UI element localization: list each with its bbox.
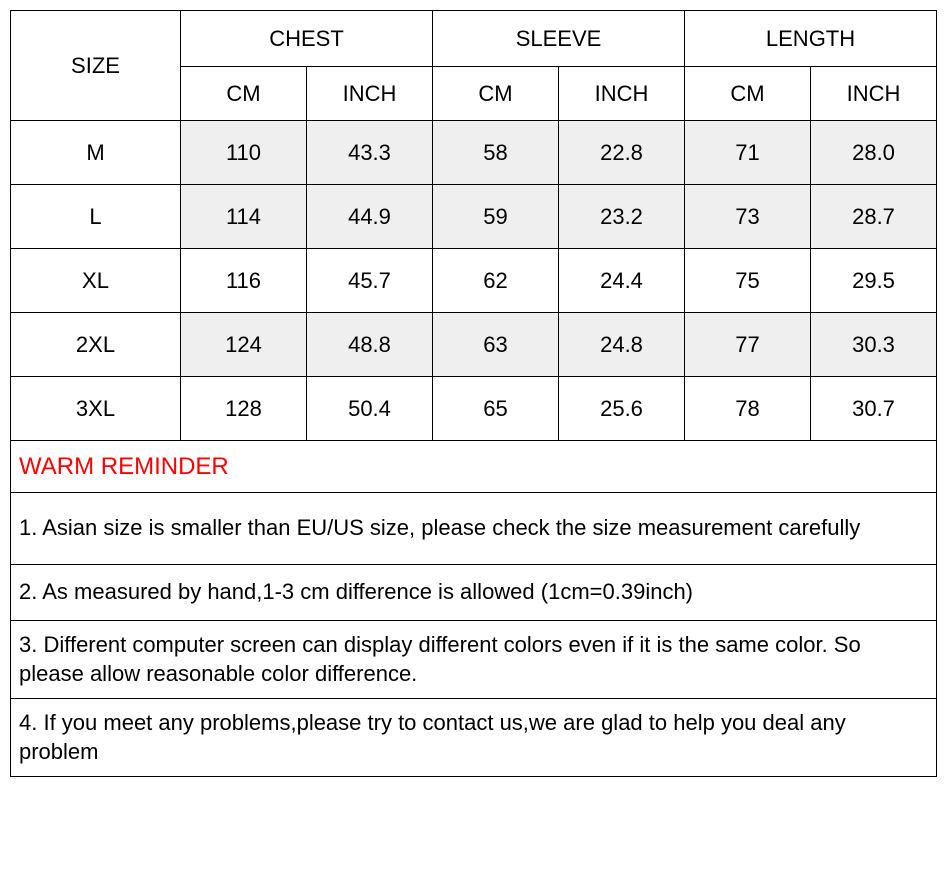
cell-size: 2XL <box>11 313 181 377</box>
cell-value: 30.3 <box>811 313 937 377</box>
cell-value: 44.9 <box>307 185 433 249</box>
cell-value: 24.4 <box>559 249 685 313</box>
cell-value: 50.4 <box>307 377 433 441</box>
note-text: 3. Different computer screen can display… <box>11 621 937 699</box>
table-row: L 114 44.9 59 23.2 73 28.7 <box>11 185 937 249</box>
header-sleeve: SLEEVE <box>433 11 685 67</box>
cell-value: 128 <box>181 377 307 441</box>
cell-value: 43.3 <box>307 121 433 185</box>
header-size: SIZE <box>11 11 181 121</box>
cell-value: 59 <box>433 185 559 249</box>
header-chest: CHEST <box>181 11 433 67</box>
reminder-title: WARM REMINDER <box>11 441 937 493</box>
header-unit: CM <box>433 67 559 121</box>
cell-value: 78 <box>685 377 811 441</box>
cell-size: 3XL <box>11 377 181 441</box>
cell-value: 25.6 <box>559 377 685 441</box>
cell-value: 63 <box>433 313 559 377</box>
cell-value: 116 <box>181 249 307 313</box>
header-unit: INCH <box>811 67 937 121</box>
header-length: LENGTH <box>685 11 937 67</box>
cell-value: 22.8 <box>559 121 685 185</box>
table-row: 2XL 124 48.8 63 24.8 77 30.3 <box>11 313 937 377</box>
cell-value: 48.8 <box>307 313 433 377</box>
cell-value: 28.0 <box>811 121 937 185</box>
note-text: 4. If you meet any problems,please try t… <box>11 699 937 777</box>
cell-size: M <box>11 121 181 185</box>
cell-value: 110 <box>181 121 307 185</box>
note-text: 1. Asian size is smaller than EU/US size… <box>11 493 937 565</box>
cell-value: 124 <box>181 313 307 377</box>
cell-value: 58 <box>433 121 559 185</box>
table-row: 3XL 128 50.4 65 25.6 78 30.7 <box>11 377 937 441</box>
cell-size: XL <box>11 249 181 313</box>
cell-size: L <box>11 185 181 249</box>
cell-value: 62 <box>433 249 559 313</box>
table-row: M 110 43.3 58 22.8 71 28.0 <box>11 121 937 185</box>
cell-value: 24.8 <box>559 313 685 377</box>
cell-value: 65 <box>433 377 559 441</box>
size-chart-table: SIZE CHEST SLEEVE LENGTH CM INCH CM INCH… <box>10 10 937 777</box>
table-row: XL 116 45.7 62 24.4 75 29.5 <box>11 249 937 313</box>
header-unit: INCH <box>559 67 685 121</box>
cell-value: 30.7 <box>811 377 937 441</box>
header-unit: CM <box>685 67 811 121</box>
cell-value: 114 <box>181 185 307 249</box>
cell-value: 28.7 <box>811 185 937 249</box>
header-unit: INCH <box>307 67 433 121</box>
note-text: 2. As measured by hand,1-3 cm difference… <box>11 565 937 621</box>
cell-value: 77 <box>685 313 811 377</box>
cell-value: 23.2 <box>559 185 685 249</box>
cell-value: 75 <box>685 249 811 313</box>
cell-value: 71 <box>685 121 811 185</box>
cell-value: 45.7 <box>307 249 433 313</box>
cell-value: 29.5 <box>811 249 937 313</box>
header-unit: CM <box>181 67 307 121</box>
cell-value: 73 <box>685 185 811 249</box>
